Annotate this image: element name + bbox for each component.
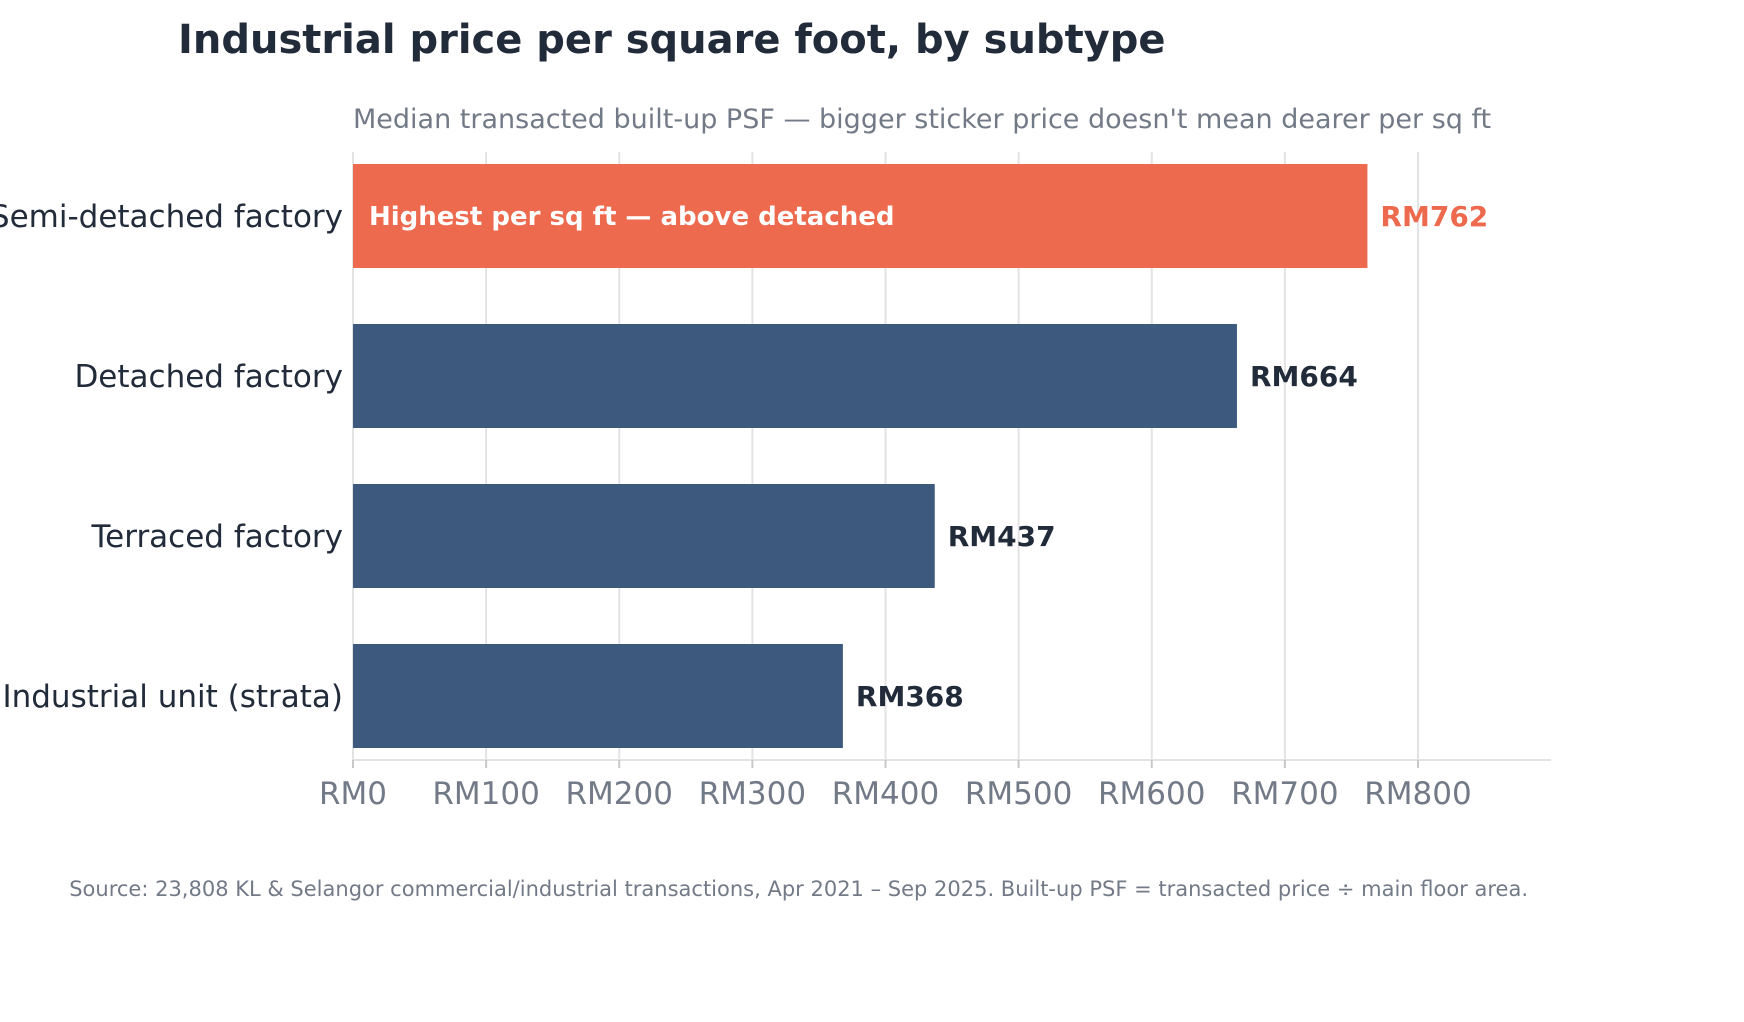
- x-axis: RM0 RM100 RM200 RM300 RM400 RM500 RM600 RM700 RM…: [319, 759, 1551, 812]
- x-tick-label-100: RM100: [432, 776, 539, 812]
- x-tick-label-200: RM200: [566, 776, 673, 812]
- category-labels: Semi-detached factory Detached factory Ter…: [0, 199, 343, 715]
- bar-3: [353, 484, 935, 588]
- category-label-3: Terraced factory: [91, 519, 344, 555]
- source-note: Source: 23,808 KL & Selangor commercial/…: [69, 877, 1528, 901]
- value-label-1: RM762: [1380, 200, 1488, 233]
- category-label-4: Industrial unit (strata): [2, 679, 343, 715]
- bar-2: [353, 324, 1237, 428]
- chart-subtitle: Median transacted built-up PSF — bigger …: [353, 104, 1491, 135]
- x-tick-label-500: RM500: [965, 776, 1072, 812]
- category-label-1: Semi-detached factory: [0, 199, 343, 235]
- category-label-2: Detached factory: [74, 359, 343, 395]
- x-tick-label-300: RM300: [699, 776, 806, 812]
- x-tick-label-0: RM0: [319, 776, 387, 812]
- bars: RM762 Highest per sq ft — above detached R…: [353, 164, 1488, 748]
- bar-4: [353, 644, 843, 748]
- value-label-2: RM664: [1250, 360, 1358, 393]
- x-tick-label-800: RM800: [1364, 776, 1471, 812]
- chart-title: Industrial price per square foot, by sub…: [178, 17, 1166, 63]
- x-tick-label-600: RM600: [1098, 776, 1205, 812]
- value-label-3: RM437: [948, 520, 1056, 553]
- bar-annotation: Highest per sq ft — above detached: [369, 202, 895, 232]
- x-tick-label-400: RM400: [832, 776, 939, 812]
- bar-1: [353, 164, 1368, 268]
- value-label-4: RM368: [856, 680, 964, 713]
- x-tick-label-700: RM700: [1231, 776, 1338, 812]
